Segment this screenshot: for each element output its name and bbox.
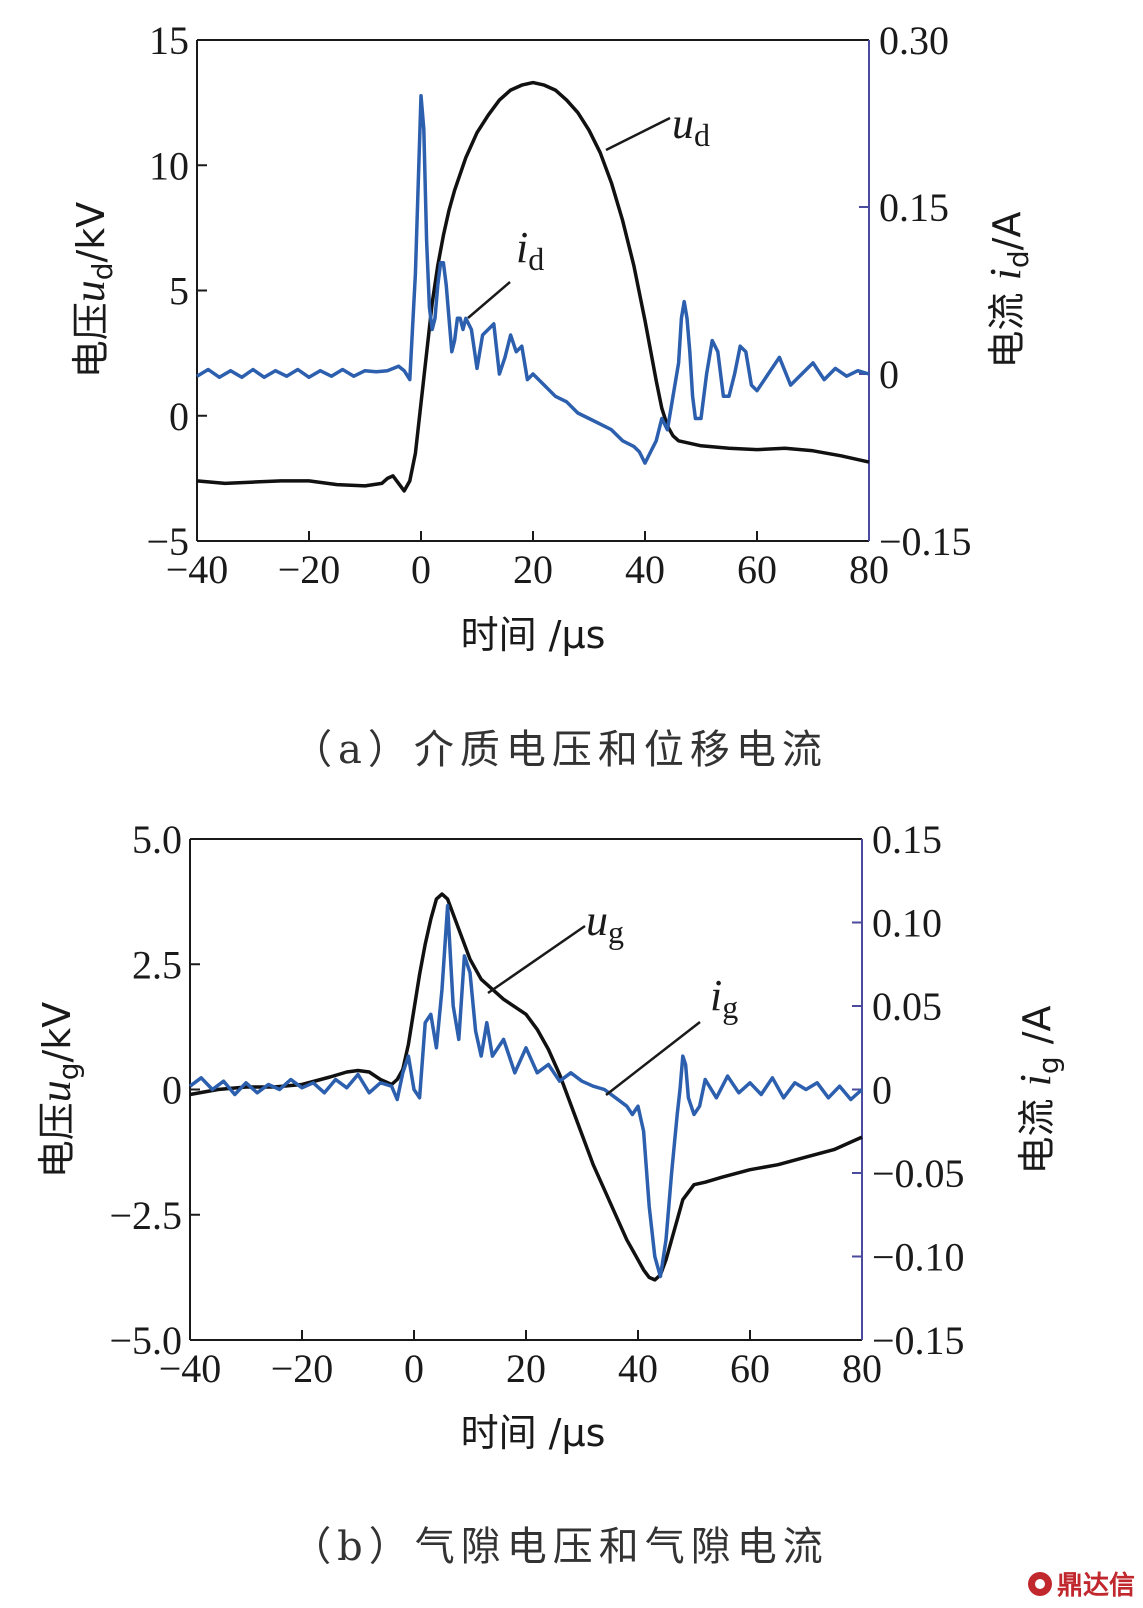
- x-tick-label-a-4: 40: [625, 547, 665, 592]
- y-right-tick-label-b-4: 0.05: [872, 984, 942, 1029]
- series-line-u-g: [189, 892, 863, 1282]
- y-right-tick-label-b-1: −0.10: [872, 1235, 965, 1280]
- annotation-leader-i-d: [467, 281, 511, 319]
- annotation-i-g: ig: [710, 971, 738, 1025]
- axes-b-frame: [189, 838, 863, 1341]
- annotation-leader-u-d: [605, 116, 671, 152]
- y-left-tick-labels-b: −5.0 −2.5 0 2.5 5.0: [109, 817, 182, 1363]
- y-right-tick-label-b-2: −0.05: [872, 1151, 965, 1196]
- y-left-axis-title-a: 电压ud/kV: [65, 202, 119, 379]
- y-right-tick-label-b-5: 0.10: [872, 901, 942, 946]
- axes-a-ticks: [196, 39, 870, 542]
- y-right-axis-title-a: 电流 id/A: [981, 212, 1035, 369]
- y-left-tick-label-a-2: 5: [169, 269, 189, 314]
- x-tick-label-a-6: 80: [849, 547, 889, 592]
- watermark-text: 鼎达信: [1057, 1571, 1135, 1601]
- x-tick-label-a-3: 20: [513, 547, 553, 592]
- y-right-tick-label-b-3: 0: [872, 1068, 892, 1113]
- seal-icon-center: [1035, 1579, 1045, 1589]
- y-left-axis-title-b: 电压ug/kV: [31, 1002, 85, 1179]
- y-right-tick-label-a-0: −0.15: [879, 519, 972, 564]
- x-tick-label-b-5: 60: [730, 1346, 770, 1391]
- y-left-tick-label-b-3: 2.5: [132, 942, 182, 987]
- series-line-u-d: [196, 80, 870, 493]
- y-right-tick-label-b-6: 0.15: [872, 817, 942, 862]
- y-right-axis-title-b: 电流 ig /A: [1011, 1006, 1065, 1175]
- x-axis-title-b: 时间 /μs: [461, 1411, 606, 1455]
- x-tick-label-b-3: 20: [506, 1346, 546, 1391]
- y-left-tick-label-b-4: 5.0: [132, 817, 182, 862]
- panel-b: −40 −20 0 20 40 60 80 −5.0−2.502.55.0 −0.15−0.…: [31, 817, 1065, 1570]
- x-tick-label-a-1: −20: [278, 547, 341, 592]
- annotation-u-d: ud: [672, 99, 710, 153]
- x-tick-labels-b: −40 −20 0 20 40 60 80: [159, 1346, 882, 1391]
- y-left-tick-label-a-0: −5: [146, 519, 189, 564]
- y-left-tick-labels-a: −5 0 5 10 15: [146, 18, 189, 564]
- annotation-i-d: id: [516, 223, 544, 277]
- x-tick-label-b-4: 40: [618, 1346, 658, 1391]
- y-right-tick-label-a-3: 0.30: [879, 18, 949, 63]
- y-right-tick-label-b-0: −0.15: [872, 1318, 965, 1363]
- annotation-u-g: ug: [586, 896, 624, 950]
- y-left-tick-label-a-4: 15: [149, 18, 189, 63]
- y-right-tick-labels-b: −0.15 −0.10 −0.05 0 0.05 0.10 0.15: [872, 817, 965, 1363]
- y-right-tick-label-a-1: 0: [879, 352, 899, 397]
- caption-a: （a）介质电压和位移电流: [292, 727, 828, 773]
- watermark: 鼎达信: [1028, 1571, 1135, 1601]
- x-tick-labels-a: −40 −20 0 20 40 60 80: [166, 547, 889, 592]
- x-tick-label-b-6: 80: [842, 1346, 882, 1391]
- y-left-tick-label-b-0: −5.0: [109, 1318, 182, 1363]
- y-left-tick-label-b-1: −2.5: [109, 1193, 182, 1238]
- series-line-i-d: [196, 93, 870, 465]
- y-left-tick-label-b-2: 0: [162, 1068, 182, 1113]
- axes-a-frame: [196, 39, 870, 542]
- annotation-leader-i-g: [605, 1021, 701, 1096]
- y-right-tick-label-a-2: 0.15: [879, 185, 949, 230]
- x-axis-title-a: 时间 /μs: [461, 613, 606, 657]
- x-tick-label-b-1: −20: [271, 1346, 334, 1391]
- y-left-tick-label-a-3: 10: [149, 143, 189, 188]
- series-line-i-g: [188, 904, 864, 1279]
- annotation-leader-u-g: [487, 924, 586, 995]
- x-tick-label-b-2: 0: [404, 1346, 424, 1391]
- x-tick-label-b-0: −40: [159, 1346, 222, 1391]
- axes-b-ticks: [189, 838, 863, 1341]
- x-tick-label-a-5: 60: [737, 547, 777, 592]
- y-left-tick-label-a-1: 0: [169, 394, 189, 439]
- caption-b: （b）气隙电压和气隙电流: [291, 1524, 829, 1570]
- x-tick-label-a-2: 0: [411, 547, 431, 592]
- x-tick-label-a-0: −40: [166, 547, 229, 592]
- y-right-tick-labels-a: −0.15 0 0.15 0.30: [879, 18, 972, 564]
